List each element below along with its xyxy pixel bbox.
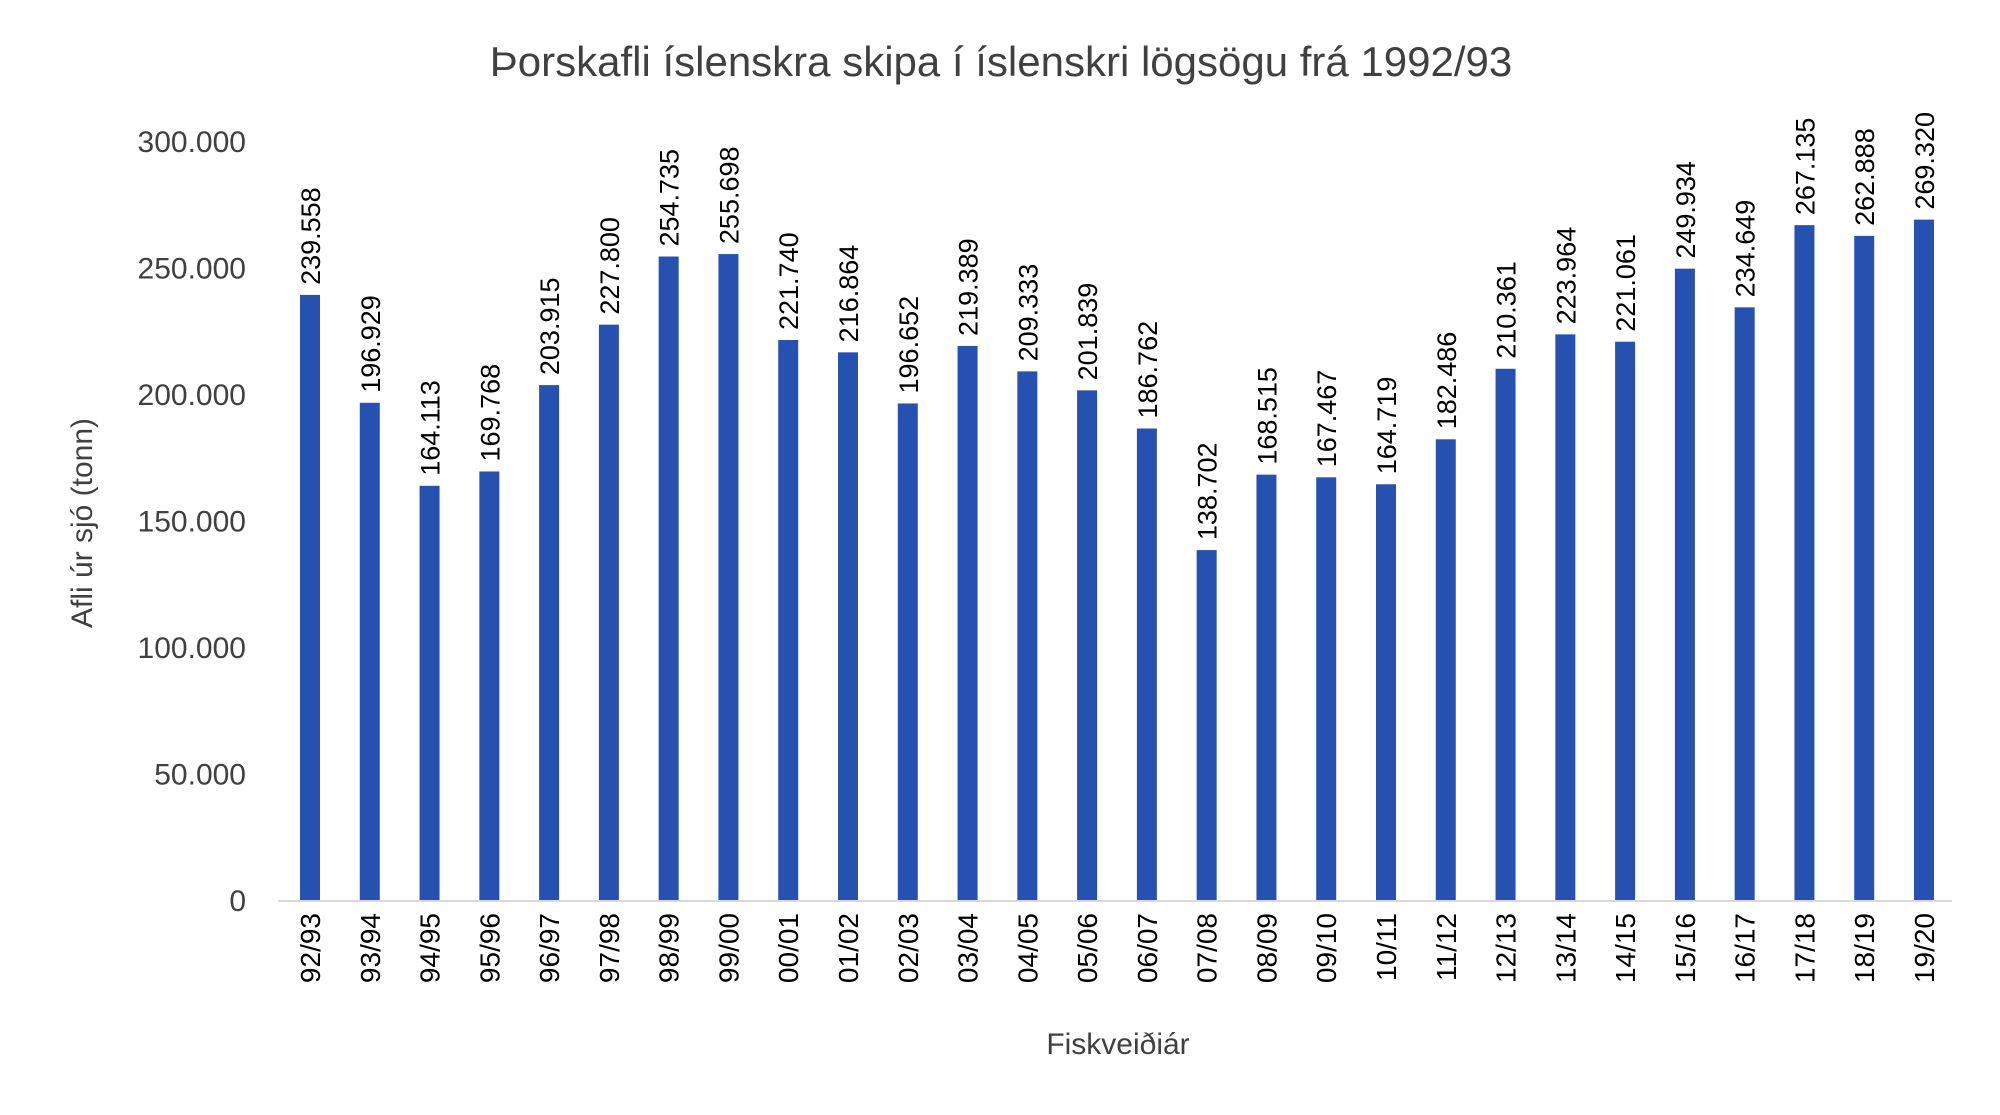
- bar-93-94: [359, 402, 380, 901]
- data-label: 255.698: [714, 146, 744, 244]
- x-tick-label: 18/19: [1849, 913, 1880, 983]
- x-tick-label: 00/01: [773, 913, 804, 983]
- data-label: 182.486: [1432, 332, 1462, 430]
- y-tick-label: 250.000: [138, 253, 246, 286]
- bar-19-20: [1914, 219, 1934, 901]
- x-tick-label: 04/05: [1012, 913, 1043, 983]
- x-axis-title: Fiskveiðiár: [1046, 1028, 1189, 1061]
- chart-title: Þorskafli íslenskra skipa í íslenskri lö…: [490, 38, 1513, 85]
- data-label: 210.361: [1492, 261, 1522, 359]
- data-label: 164.113: [416, 380, 446, 476]
- x-tick-label: 99/00: [713, 913, 744, 983]
- bar-09-10: [1316, 477, 1337, 901]
- bar-06-07: [1136, 428, 1157, 901]
- bar-17-18: [1794, 225, 1815, 902]
- y-tick-label: 100.000: [138, 632, 246, 665]
- data-label: 169.768: [475, 364, 505, 462]
- data-label: 196.652: [894, 296, 924, 394]
- bar-04-05: [1017, 371, 1038, 901]
- bar-98-99: [658, 256, 679, 901]
- data-label: 168.515: [1252, 367, 1282, 465]
- x-tick-label: 01/02: [833, 913, 864, 983]
- x-tick-label: 13/14: [1550, 913, 1581, 983]
- data-label: 262.888: [1850, 128, 1880, 226]
- bar-14-15: [1615, 341, 1636, 901]
- data-label: 227.800: [595, 217, 625, 315]
- bar-12-13: [1495, 368, 1516, 901]
- x-tick-label: 06/07: [1132, 913, 1163, 983]
- x-tick-label: 97/98: [594, 913, 625, 983]
- x-tick-label: 93/94: [355, 913, 386, 983]
- y-tick-label: 50.000: [154, 759, 246, 792]
- bar-13-14: [1555, 334, 1576, 901]
- bar-05-06: [1077, 390, 1098, 901]
- data-label: 239.558: [296, 187, 326, 285]
- bar-02-03: [897, 403, 918, 901]
- x-tick-label: 11/12: [1431, 913, 1462, 981]
- y-tick-label: 200.000: [138, 379, 246, 412]
- data-label: 219.389: [954, 238, 984, 336]
- bar-08-09: [1256, 474, 1277, 901]
- bar-97-98: [598, 324, 619, 901]
- x-tick-label: 03/04: [953, 913, 984, 983]
- bar-11-12: [1435, 439, 1456, 901]
- bar-99-00: [718, 254, 739, 902]
- x-tick-label: 14/15: [1610, 913, 1641, 983]
- x-tick-label: 95/96: [474, 913, 505, 983]
- x-tick-label: 19/20: [1909, 913, 1940, 983]
- x-tick-label: 02/03: [893, 913, 924, 983]
- bar-03-04: [957, 345, 978, 902]
- x-tick-label: 16/17: [1730, 913, 1761, 983]
- bar-10-11: [1376, 484, 1396, 901]
- bar-16-17: [1734, 307, 1755, 902]
- x-tick-label: 07/08: [1192, 913, 1223, 983]
- x-tick-label: 98/99: [654, 913, 685, 983]
- x-tick-label: 17/18: [1789, 913, 1820, 983]
- x-tick-label: 05/06: [1072, 913, 1103, 983]
- data-label: 201.839: [1073, 283, 1103, 381]
- data-label: 203.915: [535, 277, 565, 375]
- bar-94-95: [419, 485, 440, 901]
- data-label: 138.702: [1193, 442, 1223, 540]
- y-tick-label: 150.000: [138, 506, 246, 539]
- data-label: 164.719: [1372, 377, 1402, 475]
- data-label: 269.320: [1910, 112, 1940, 210]
- data-label: 221.061: [1611, 234, 1641, 332]
- y-axis-title: Afli úr sjó (tonn): [66, 418, 99, 628]
- data-label: 186.762: [1133, 321, 1163, 419]
- bar-07-08: [1196, 550, 1217, 901]
- bar-95-96: [479, 471, 500, 901]
- x-tick-label: 92/93: [295, 913, 326, 983]
- y-tick-label: 0: [229, 885, 246, 918]
- bar-00-01: [778, 339, 799, 901]
- bar-18-19: [1854, 235, 1875, 901]
- data-label: 167.467: [1312, 370, 1342, 468]
- x-tick-label: 94/95: [415, 913, 446, 983]
- bar-15-16: [1674, 268, 1695, 901]
- x-tick-label: 96/97: [534, 913, 565, 983]
- data-label: 267.135: [1790, 118, 1820, 216]
- bar-96-97: [539, 385, 560, 901]
- data-label: 209.333: [1013, 264, 1043, 362]
- x-tick-label: 10/11: [1371, 913, 1402, 981]
- x-tick-label: 09/10: [1311, 913, 1342, 983]
- x-tick-label: 15/16: [1670, 913, 1701, 983]
- bar-01-02: [838, 352, 858, 901]
- x-tick-label: 12/13: [1491, 913, 1522, 983]
- data-label: 196.929: [356, 295, 386, 393]
- data-label: 221.740: [774, 232, 804, 330]
- y-tick-label: 300.000: [138, 126, 246, 159]
- x-tick-label: 08/09: [1251, 913, 1282, 983]
- data-label: 223.964: [1551, 227, 1581, 325]
- data-label: 234.649: [1731, 200, 1761, 298]
- data-label: 249.934: [1671, 161, 1701, 259]
- bar-92-93: [300, 294, 320, 901]
- data-label: 216.864: [834, 245, 864, 343]
- data-label: 254.735: [655, 149, 685, 247]
